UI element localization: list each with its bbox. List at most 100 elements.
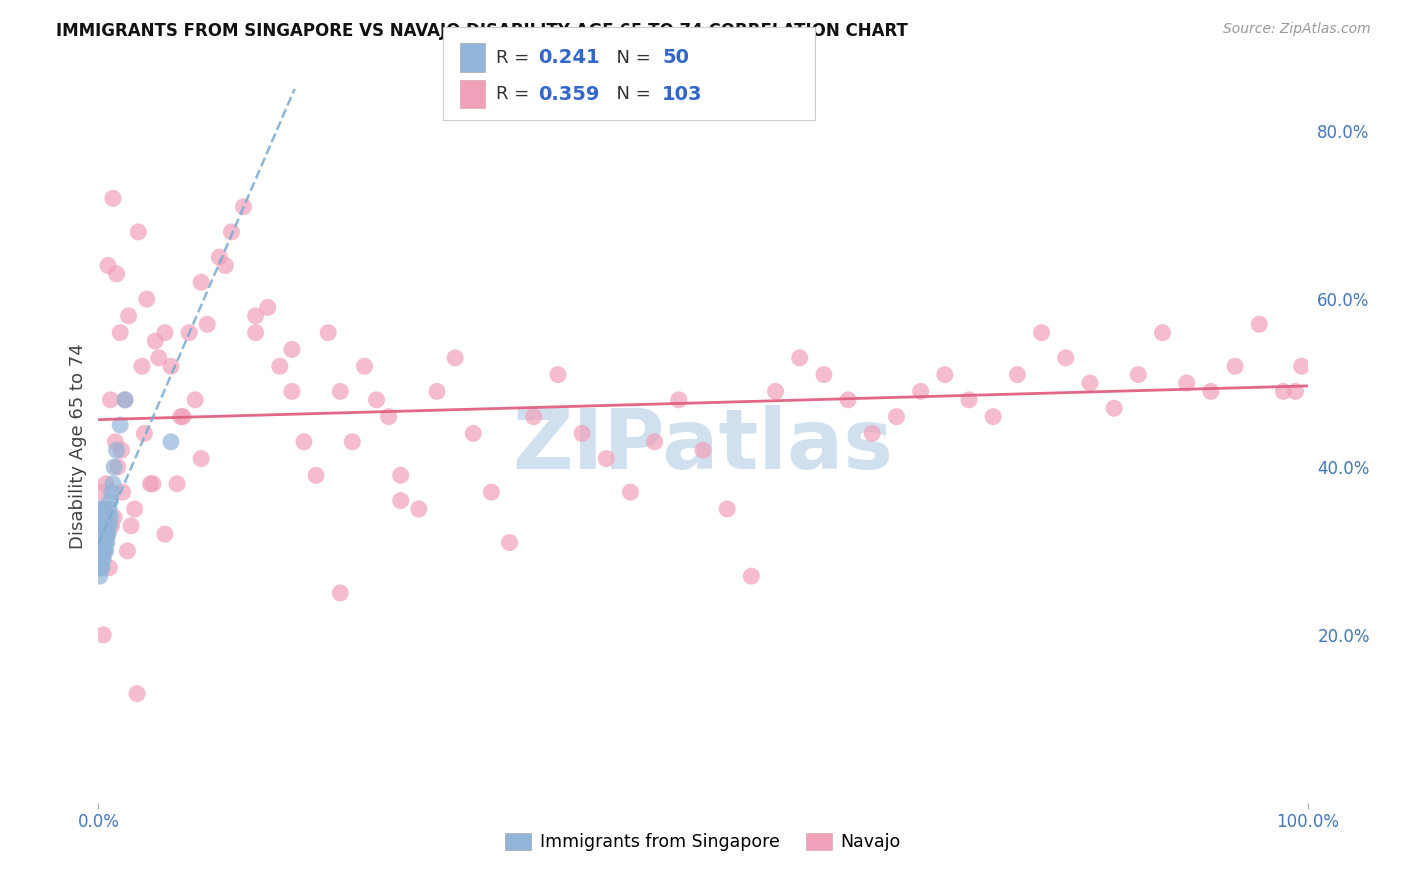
- Point: [96, 535, 118, 549]
- Point: [94, 502, 117, 516]
- Point: [1007, 368, 1029, 382]
- Text: 0.359: 0.359: [538, 85, 600, 103]
- Point: [1199, 384, 1222, 399]
- Point: [139, 476, 162, 491]
- Point: [96, 518, 118, 533]
- Point: [366, 392, 388, 407]
- Point: [619, 485, 641, 500]
- Point: [256, 301, 278, 315]
- Point: [160, 434, 183, 449]
- Point: [463, 426, 485, 441]
- Point: [1031, 326, 1053, 340]
- Text: N =: N =: [605, 86, 657, 103]
- Text: R =: R =: [496, 86, 536, 103]
- Point: [571, 426, 593, 441]
- Point: [96, 527, 118, 541]
- Point: [91, 535, 114, 549]
- Point: [97, 527, 120, 541]
- Point: [1128, 368, 1150, 382]
- Point: [160, 359, 183, 374]
- Point: [305, 468, 328, 483]
- Point: [143, 334, 166, 348]
- Point: [934, 368, 956, 382]
- Point: [89, 502, 111, 516]
- Point: [134, 426, 156, 441]
- Point: [131, 359, 153, 374]
- Point: [100, 493, 122, 508]
- Point: [111, 485, 134, 500]
- Point: [89, 535, 111, 549]
- Point: [1175, 376, 1198, 390]
- Point: [97, 259, 120, 273]
- Point: [221, 225, 243, 239]
- Point: [172, 409, 194, 424]
- Point: [292, 434, 315, 449]
- Point: [195, 318, 218, 332]
- Point: [100, 485, 122, 500]
- Point: [281, 384, 304, 399]
- Point: [91, 560, 114, 574]
- Point: [100, 518, 122, 533]
- Point: [98, 518, 121, 533]
- Point: [765, 384, 787, 399]
- Point: [91, 527, 114, 541]
- Point: [94, 544, 117, 558]
- Point: [166, 476, 188, 491]
- Text: IMMIGRANTS FROM SINGAPORE VS NAVAJO DISABILITY AGE 65 TO 74 CORRELATION CHART: IMMIGRANTS FROM SINGAPORE VS NAVAJO DISA…: [56, 22, 908, 40]
- Point: [813, 368, 835, 382]
- Text: Source: ZipAtlas.com: Source: ZipAtlas.com: [1223, 22, 1371, 37]
- Point: [89, 510, 111, 524]
- Point: [90, 544, 112, 558]
- Point: [886, 409, 908, 424]
- Point: [89, 569, 111, 583]
- Point: [389, 493, 412, 508]
- Point: [692, 443, 714, 458]
- Point: [117, 544, 139, 558]
- Point: [96, 527, 118, 541]
- Point: [90, 527, 112, 541]
- Point: [269, 359, 291, 374]
- Point: [124, 502, 146, 516]
- Point: [1054, 351, 1077, 365]
- Point: [353, 359, 375, 374]
- Point: [127, 225, 149, 239]
- Point: [208, 250, 231, 264]
- Point: [981, 409, 1004, 424]
- Point: [135, 292, 157, 306]
- Point: [316, 326, 339, 340]
- Point: [89, 560, 111, 574]
- Point: [110, 443, 132, 458]
- Point: [91, 544, 114, 558]
- Point: [97, 510, 120, 524]
- Point: [179, 326, 201, 340]
- Point: [547, 368, 569, 382]
- Point: [91, 552, 114, 566]
- Text: R =: R =: [496, 49, 536, 67]
- Point: [91, 628, 114, 642]
- Point: [153, 326, 176, 340]
- Point: [1249, 318, 1271, 332]
- Text: 50: 50: [662, 48, 689, 67]
- Point: [232, 200, 254, 214]
- Point: [837, 392, 859, 407]
- Point: [245, 309, 267, 323]
- Point: [98, 560, 121, 574]
- Point: [910, 384, 932, 399]
- Point: [957, 392, 980, 407]
- Point: [114, 392, 136, 407]
- Point: [1102, 401, 1125, 416]
- Point: [1078, 376, 1101, 390]
- Point: [740, 569, 762, 583]
- Point: [93, 527, 115, 541]
- Point: [94, 535, 117, 549]
- Point: [190, 275, 212, 289]
- Point: [91, 485, 114, 500]
- Point: [89, 552, 111, 566]
- Point: [91, 552, 114, 566]
- Point: [377, 409, 399, 424]
- Point: [103, 510, 125, 524]
- Point: [98, 502, 121, 516]
- Point: [93, 544, 115, 558]
- Point: [481, 485, 503, 500]
- Point: [91, 544, 114, 558]
